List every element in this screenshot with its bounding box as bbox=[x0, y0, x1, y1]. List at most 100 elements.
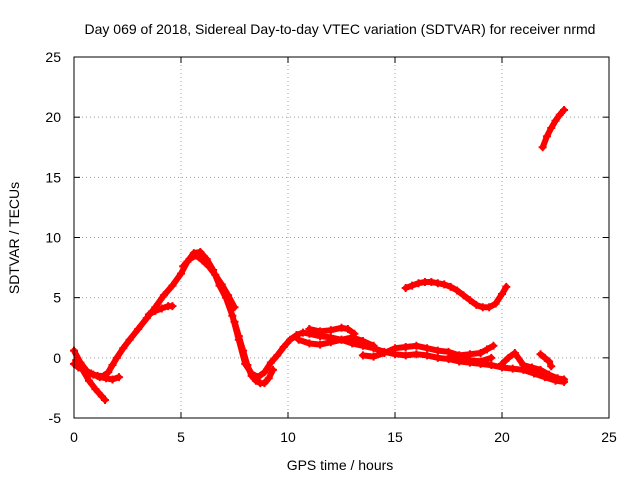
series-track-10 bbox=[444, 341, 498, 362]
data-point bbox=[444, 353, 453, 362]
data-point bbox=[101, 395, 110, 404]
data-point bbox=[547, 362, 556, 371]
data-point bbox=[343, 324, 352, 333]
data-point bbox=[337, 323, 346, 332]
data-point bbox=[76, 358, 85, 367]
series-track-6 bbox=[230, 317, 278, 388]
data-point bbox=[491, 299, 500, 308]
data-point bbox=[555, 110, 564, 119]
data-point bbox=[380, 349, 389, 358]
x-tick-label: 0 bbox=[70, 429, 78, 445]
data-point bbox=[536, 365, 545, 374]
data-point bbox=[519, 361, 528, 370]
y-tick-label: 0 bbox=[53, 350, 61, 366]
data-point bbox=[423, 351, 432, 360]
data-point bbox=[536, 350, 545, 359]
data-point bbox=[489, 341, 498, 350]
series-trace bbox=[231, 318, 276, 387]
data-point bbox=[326, 338, 335, 347]
data-point bbox=[545, 370, 554, 379]
data-point bbox=[292, 330, 301, 339]
data-point bbox=[358, 336, 367, 345]
series-track-14 bbox=[538, 105, 569, 152]
data-point bbox=[545, 357, 554, 366]
data-point bbox=[502, 282, 511, 291]
data-point bbox=[279, 343, 288, 352]
data-point bbox=[273, 351, 282, 360]
x-tick-label: 5 bbox=[177, 429, 185, 445]
y-tick-label: 15 bbox=[45, 169, 61, 185]
data-point bbox=[423, 344, 432, 353]
data-point bbox=[230, 303, 239, 312]
data-point bbox=[239, 346, 248, 355]
data-point bbox=[427, 278, 436, 287]
data-point bbox=[125, 335, 134, 344]
data-point bbox=[260, 368, 269, 377]
data-point bbox=[168, 302, 177, 311]
series-track-4 bbox=[144, 302, 177, 319]
data-point bbox=[305, 339, 314, 348]
data-points bbox=[70, 105, 569, 404]
data-point bbox=[157, 304, 166, 313]
data-point bbox=[465, 350, 474, 359]
y-tick-labels: -5 0 5 10 15 20 25 bbox=[45, 49, 61, 426]
data-point bbox=[294, 335, 303, 344]
data-point bbox=[177, 269, 185, 278]
data-point bbox=[487, 361, 496, 370]
data-point bbox=[560, 105, 569, 114]
data-point bbox=[369, 341, 378, 350]
data-point bbox=[224, 291, 233, 300]
series-track-7 bbox=[294, 333, 378, 350]
y-tick-label: 10 bbox=[45, 230, 61, 246]
data-point bbox=[433, 353, 442, 362]
data-point bbox=[260, 379, 269, 388]
data-point bbox=[527, 363, 536, 372]
data-point bbox=[217, 280, 226, 289]
data-point bbox=[298, 328, 307, 337]
grid bbox=[74, 57, 609, 418]
data-point bbox=[104, 368, 113, 377]
data-point bbox=[151, 306, 160, 315]
data-point bbox=[538, 143, 547, 152]
data-point bbox=[91, 385, 100, 394]
data-point bbox=[476, 349, 485, 358]
y-tick-label: -5 bbox=[49, 410, 62, 426]
data-point bbox=[204, 262, 213, 271]
data-point bbox=[412, 341, 421, 350]
series-trace bbox=[537, 351, 555, 370]
data-point bbox=[560, 375, 569, 384]
data-point bbox=[89, 370, 98, 379]
data-point bbox=[102, 374, 111, 383]
data-point bbox=[114, 373, 123, 382]
data-point bbox=[487, 353, 496, 362]
data-point bbox=[446, 282, 455, 291]
data-point bbox=[498, 290, 506, 299]
data-point bbox=[498, 359, 506, 368]
data-point bbox=[476, 357, 485, 366]
x-tick-label: 15 bbox=[387, 429, 403, 445]
data-point bbox=[453, 286, 462, 295]
data-point bbox=[264, 374, 273, 383]
x-tick-label: 20 bbox=[494, 429, 510, 445]
data-point bbox=[440, 280, 449, 289]
data-point bbox=[84, 376, 93, 385]
data-point bbox=[266, 358, 275, 367]
data-point bbox=[286, 335, 295, 344]
data-point bbox=[350, 329, 359, 338]
data-point bbox=[391, 344, 399, 353]
data-point bbox=[401, 284, 410, 293]
data-point bbox=[198, 256, 207, 265]
data-point bbox=[144, 310, 153, 319]
data-point bbox=[485, 303, 494, 312]
plot-border bbox=[73, 56, 610, 419]
data-point bbox=[542, 132, 551, 141]
data-point bbox=[337, 335, 346, 344]
data-point bbox=[483, 345, 492, 354]
data-point bbox=[412, 350, 421, 359]
data-point bbox=[553, 374, 562, 383]
data-point bbox=[191, 251, 200, 260]
data-point bbox=[358, 351, 367, 360]
data-point bbox=[305, 324, 314, 333]
